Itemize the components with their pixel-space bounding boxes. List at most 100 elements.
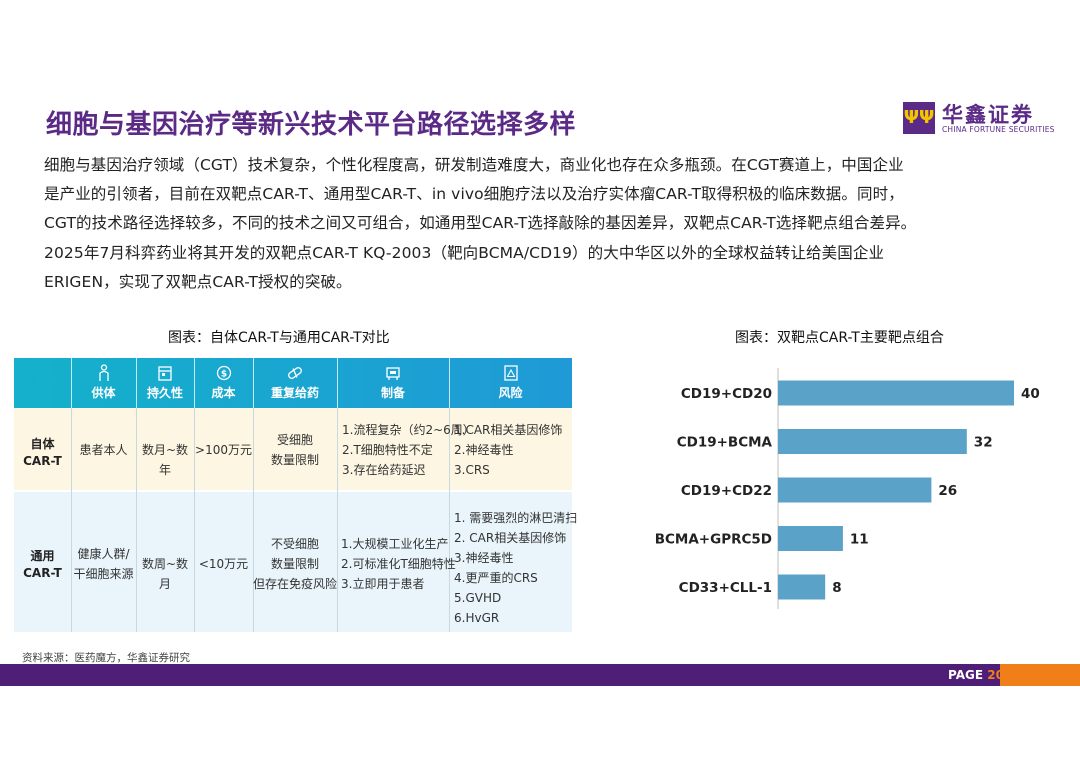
bar-cd33-cll-1 [778,574,826,600]
bar-bcma-gprc5d [778,526,843,551]
header-label: 重复给药 [270,386,319,400]
cell-line: 2.神经毒性 [454,443,514,457]
header-risk: 风险 [449,358,572,408]
pill-icon [288,367,302,379]
category-label: CD33+CLL-1 [679,580,772,596]
page-number: 20 [987,668,1004,682]
header-label: 风险 [498,386,523,400]
row-type-autologous: 自体 CAR-T [14,436,71,470]
cell-durability: 数月~数年 [141,443,189,477]
cell-line: 6.HvGR [454,611,500,625]
paragraph-line: 是产业的引领者，目前在双靶点CAR-T、通用型CAR-T、in vivo细胞疗法… [44,185,904,204]
row-type-line: 通用 [30,549,55,563]
intro-paragraph: 细胞与基因治疗领域（CGT）技术复杂，个性化程度高，研发制造难度大，商业化也存在… [44,151,1042,297]
column-divider [71,408,72,632]
header-durability: 持久性 [136,358,194,408]
value-label: 11 [850,532,869,548]
cell-manufacturing: 1.流程复杂（约2~6周） 2.T细胞特性不定 3.存在给药延迟 [342,420,475,480]
bar-cd19-bcma [778,429,967,454]
paragraph-line: ERIGEN，实现了双靶点CAR-T授权的突破。 [44,272,352,291]
cell-risk: 1.CAR相关基因修饰 2.神经毒性 3.CRS [454,420,572,480]
cell-cost: <10万元 [198,557,249,571]
page-indicator: PAGE 20 [940,664,1004,686]
cell-durability: 数周~数月 [141,557,189,591]
header-cost: $ 成本 [194,358,253,408]
header-label: 持久性 [146,386,183,400]
value-label: 8 [832,580,841,596]
header-label: 供体 [91,386,116,400]
machine-icon [386,367,400,380]
bar-cd19-cd22 [778,477,932,503]
category-label: CD19+CD22 [681,483,772,499]
row-type-line: 自体 [30,437,55,451]
cell-line: 1.流程复杂（约2~6周） [342,423,475,437]
person-icon [98,364,109,381]
cell-line: 数量限制 [270,453,319,467]
row-divider [14,490,572,492]
column-divider [253,408,254,632]
bar-cd19-cd20 [778,380,1014,406]
cell-redosing: 受细胞 数量限制 [253,430,337,470]
footer-bar [0,664,940,686]
row-type-allogeneic: 通用 CAR-T [14,548,71,582]
column-divider [136,408,137,632]
cell-line: 2. CAR相关基因修饰 [454,531,567,545]
brand-name-en: CHINA FORTUNE SECURITIES [942,125,1055,134]
comparison-table: 供体 持久性 $ 成本 重复给药 制备 风险 自体 CAR-T 患者本人 数月~… [14,358,578,632]
table-header-row [14,358,572,408]
cell-line: 不受细胞 [270,537,319,551]
value-label: 40 [1021,386,1040,402]
header-redosing: 重复给药 [253,358,337,408]
cell-line: 3.神经毒性 [454,551,514,565]
category-label: CD19+CD20 [681,386,772,402]
cell-redosing: 不受细胞 数量限制 但存在免疫风险 [253,534,337,594]
header-label: 成本 [211,386,236,400]
column-divider [194,408,195,632]
cell-donor: 患者本人 [79,443,128,457]
brand-mark-icon: ΨΨ [903,102,935,134]
table-row-allogeneic [14,492,572,632]
cell-donor: 健康人群/ 干细胞来源 [71,544,136,584]
page-title: 细胞与基因治疗等新兴技术平台路径选择多样 [46,110,577,140]
cell-cost: >100万元 [195,443,252,457]
cell-line: 3.CRS [454,463,490,477]
cell-line: 1. 需要强烈的淋巴清扫 [454,511,578,525]
cell-line: 数量限制 [270,557,319,571]
calendar-icon [158,366,172,381]
cell-line: 受细胞 [276,433,313,447]
brand-logo: ΨΨ 华鑫证券 CHINA FORTUNE SECURITIES [903,101,1054,135]
category-label: BCMA+GPRC5D [655,532,772,548]
column-divider [337,408,338,632]
cell-line: 2.可标准化T细胞特性 [341,557,456,571]
cell-line: 3.存在给药延迟 [342,463,426,477]
table-row-autologous [14,408,572,492]
value-label: 26 [938,483,957,499]
money-icon: $ [216,365,231,381]
header-manufacturing: 制备 [337,358,449,408]
row-type-line: CAR-T [23,454,62,468]
cell-line: 但存在免疫风险 [253,577,338,591]
paragraph-line: 细胞与基因治疗领域（CGT）技术复杂，个性化程度高，研发制造难度大，商业化也存在… [44,156,904,174]
chart-caption: 图表：双靶点CAR-T主要靶点组合 [735,330,944,346]
cell-line: 4.更严重的CRS [454,571,538,585]
header-label: 制备 [380,386,405,400]
page-label: PAGE [948,668,984,682]
cell-line: 干细胞来源 [73,567,134,581]
category-label: CD19+BCMA [677,435,773,451]
source-note: 资料来源：医药魔方，华鑫证券研究 [22,652,190,664]
header-donor: 供体 [71,358,136,408]
cell-manufacturing: 1.大规模工业化生产 2.可标准化T细胞特性 3.立即用于患者 [341,534,456,594]
cell-line: 1.大规模工业化生产 [341,537,449,551]
cell-line: 3.立即用于患者 [341,577,425,591]
svg-text:$: $ [220,370,226,380]
footer-accent [1000,664,1080,686]
cell-line: 2.T细胞特性不定 [342,443,433,457]
table-caption: 图表：自体CAR-T与通用CAR-T对比 [168,330,390,346]
target-combination-bar-chart: CD19+CD20 40 CD19+BCMA 32 CD19+CD22 26 BCMA+GP… [655,368,1040,609]
column-divider [449,408,450,632]
row-type-line: CAR-T [23,566,62,580]
cell-line: 5.GVHD [454,591,502,605]
cell-line: 健康人群/ [77,547,130,561]
cell-line: 1.CAR相关基因修饰 [454,423,563,437]
cell-risk: 1. 需要强烈的淋巴清扫 2. CAR相关基因修饰 3.神经毒性 4.更严重的C… [454,508,578,628]
